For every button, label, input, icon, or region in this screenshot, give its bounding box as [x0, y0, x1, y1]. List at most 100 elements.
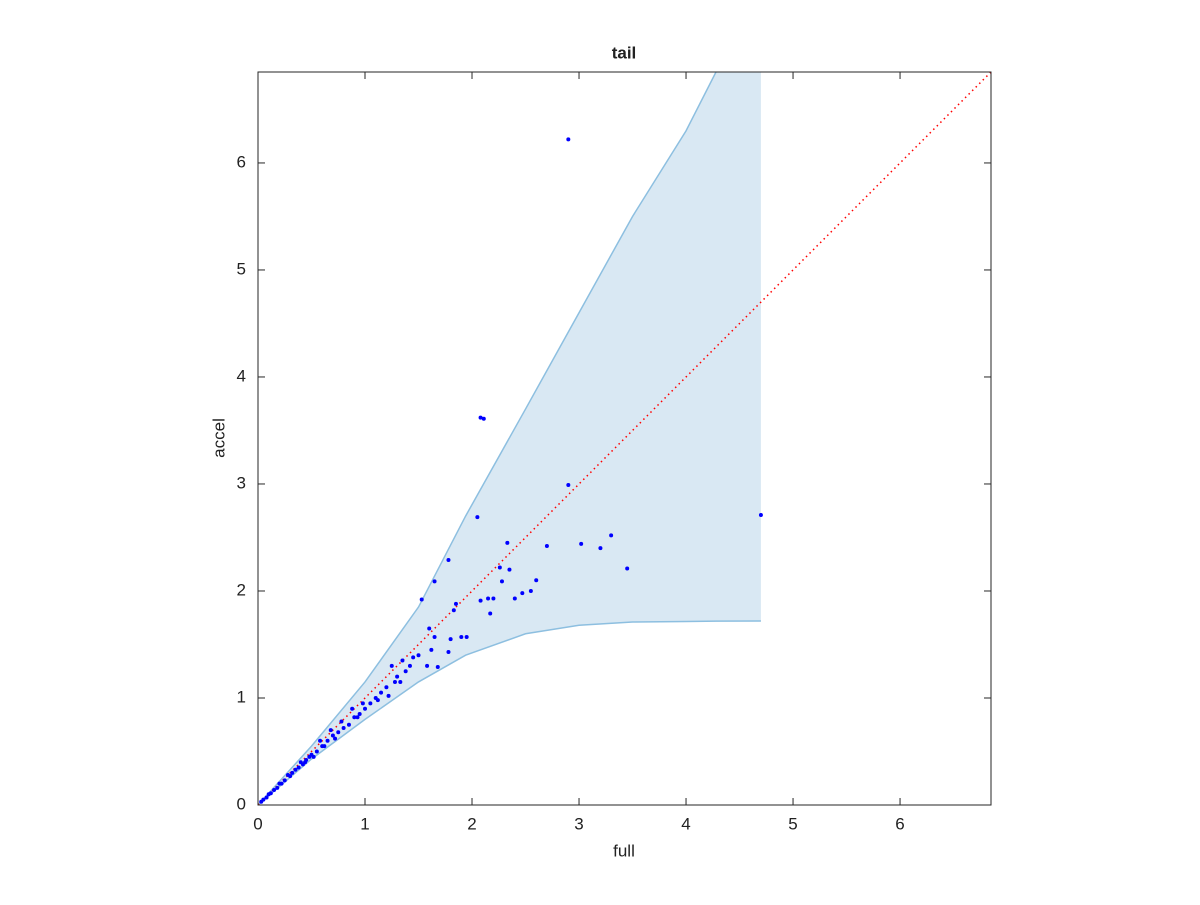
x-axis-label: full	[613, 841, 635, 860]
scatter-point	[275, 785, 280, 790]
y-axis-label: accel	[209, 418, 228, 458]
scatter-point	[392, 679, 397, 684]
x-tick-label: 3	[574, 814, 583, 833]
scatter-point	[368, 701, 373, 706]
y-tick-label: 6	[237, 152, 246, 171]
band-upper-edge	[258, 72, 717, 805]
scatter-point	[598, 546, 603, 551]
scatter-point	[350, 706, 355, 711]
scatter-point	[507, 567, 512, 572]
scatter-point	[625, 566, 630, 571]
plot-area	[258, 72, 991, 805]
axes-box	[257, 71, 992, 806]
x-tick-label: 0	[253, 814, 262, 833]
scatter-point	[446, 557, 451, 562]
y-tick-label: 2	[237, 580, 246, 599]
scatter-point	[464, 634, 469, 639]
scatter-point	[398, 679, 403, 684]
scatter-point	[407, 663, 412, 668]
scatter-point	[379, 690, 384, 695]
y-tick-label: 0	[237, 794, 246, 813]
scatter-point	[478, 415, 483, 420]
scatter-point	[453, 601, 458, 606]
scatter-point	[435, 664, 440, 669]
scatter-point	[360, 701, 365, 706]
scatter-point	[432, 579, 437, 584]
y-tick-label: 3	[237, 473, 246, 492]
scatter-point	[478, 598, 483, 603]
scatter-point	[325, 738, 330, 743]
scatter-point	[357, 712, 362, 717]
scatter-point	[259, 799, 264, 804]
y-tick-label: 5	[237, 259, 246, 278]
scatter-point	[403, 669, 408, 674]
scatter-point	[311, 754, 316, 759]
scatter-point	[375, 698, 380, 703]
scatter-point	[432, 634, 437, 639]
scatter-point	[411, 655, 416, 660]
scatter-point	[303, 760, 308, 765]
scatter-point	[419, 597, 424, 602]
scatter-point	[330, 733, 335, 738]
scatter-point	[427, 626, 432, 631]
scatter-point	[491, 596, 496, 601]
scatter-point	[758, 513, 763, 518]
scatter-point	[307, 754, 312, 759]
scatter-point	[446, 649, 451, 654]
scatter-point	[416, 653, 421, 658]
y-tick-label: 1	[237, 687, 246, 706]
scatter-point	[355, 715, 360, 720]
scatter-point	[314, 749, 319, 754]
scatter-point	[336, 730, 341, 735]
scatter-point	[451, 608, 456, 613]
scatter-point	[429, 647, 434, 652]
scatter-point	[520, 591, 525, 596]
scatter-point	[298, 760, 303, 765]
scatter-point	[566, 483, 571, 488]
scatter-point	[475, 515, 480, 520]
scatter-point	[497, 565, 502, 570]
scatter-point	[579, 541, 584, 546]
scatter-point	[481, 416, 486, 421]
scatter-point	[505, 540, 510, 545]
x-tick-label: 6	[895, 814, 904, 833]
scatter-point	[285, 773, 290, 778]
scatter-point	[544, 544, 549, 549]
scatter-point	[293, 767, 298, 772]
axes: 0 1 2 3 4 5 6 0 1 2 3 4 5 6	[237, 71, 992, 833]
y-tick-label: 4	[237, 366, 246, 385]
scatter-point	[609, 533, 614, 538]
scatter-point	[339, 719, 344, 724]
scatter-point	[277, 781, 282, 786]
scatter-point	[384, 685, 389, 690]
scatter-point	[322, 744, 327, 749]
band-lower-edge	[258, 620, 761, 805]
scatter-point	[400, 658, 405, 663]
scatter-point	[282, 778, 287, 783]
scatter-point	[296, 765, 301, 770]
scatter-point	[266, 792, 271, 797]
scatter-point	[272, 788, 277, 793]
x-tick-label: 2	[467, 814, 476, 833]
scatter-point	[341, 725, 346, 730]
scatter-point	[512, 596, 517, 601]
scatter-point	[318, 738, 323, 743]
chart-title: tail	[612, 43, 637, 62]
scatter-point	[499, 579, 504, 584]
scatter-point	[386, 693, 391, 698]
scatter-point	[448, 637, 453, 642]
scatter-point	[352, 715, 357, 720]
scatter-point	[264, 795, 269, 800]
x-tick-label: 1	[360, 814, 369, 833]
scatter-point	[486, 596, 491, 601]
scatter-point	[534, 578, 539, 583]
scatter-point	[333, 736, 338, 741]
scatter-point	[389, 663, 394, 668]
scatter-point	[290, 770, 295, 775]
scatter-point	[346, 722, 351, 727]
x-tick-label: 4	[681, 814, 690, 833]
scatter-point	[566, 137, 571, 142]
scatter-point	[328, 728, 333, 733]
x-tick-label: 5	[788, 814, 797, 833]
